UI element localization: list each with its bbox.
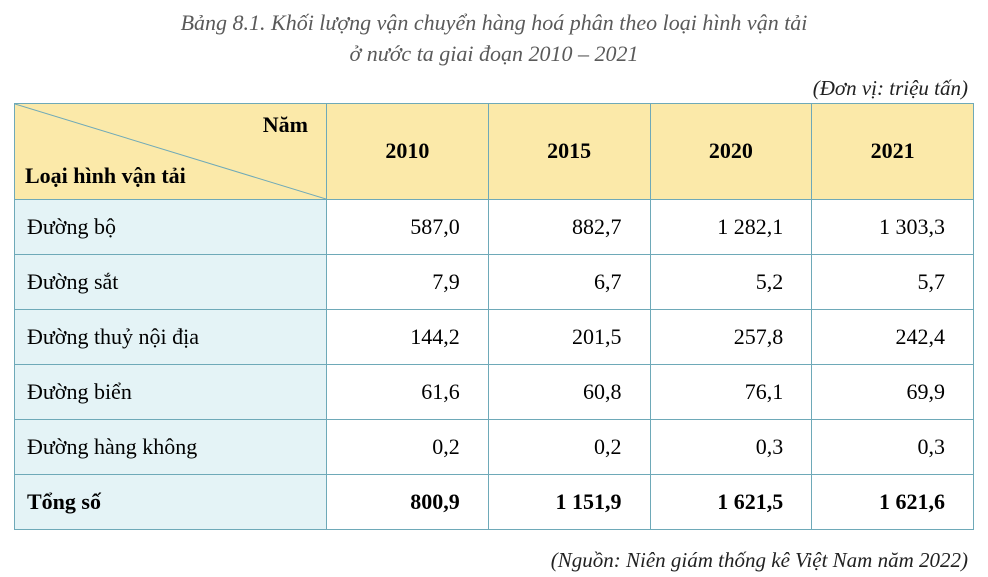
data-cell: 242,4 [812,309,974,364]
data-table: Năm Loại hình vận tải 2010 2015 2020 202… [14,103,974,530]
data-cell: 1 303,3 [812,199,974,254]
data-cell: 6,7 [488,254,650,309]
data-cell: 1 621,6 [812,474,974,529]
data-cell: 587,0 [327,199,489,254]
table-title: Bảng 8.1. Khối lượng vận chuyển hàng hoá… [14,8,974,70]
data-cell: 882,7 [488,199,650,254]
year-header-2010: 2010 [327,103,489,199]
data-cell: 0,2 [327,419,489,474]
data-cell: 0,3 [650,419,812,474]
row-label: Đường hàng không [15,419,327,474]
data-cell: 7,9 [327,254,489,309]
year-header-2020: 2020 [650,103,812,199]
data-cell: 76,1 [650,364,812,419]
row-label: Đường biển [15,364,327,419]
title-line-1: Bảng 8.1. Khối lượng vận chuyển hàng hoá… [181,10,808,35]
header-row: Năm Loại hình vận tải 2010 2015 2020 202… [15,103,974,199]
corner-cell: Năm Loại hình vận tải [15,103,327,199]
data-cell: 201,5 [488,309,650,364]
title-line-2: ở nước ta giai đoạn 2010 – 2021 [349,41,638,66]
data-cell: 800,9 [327,474,489,529]
data-cell: 69,9 [812,364,974,419]
corner-bottom-label: Loại hình vận tải [25,163,186,189]
corner-top-label: Năm [263,112,308,138]
data-cell: 1 282,1 [650,199,812,254]
data-cell: 1 621,5 [650,474,812,529]
data-cell: 144,2 [327,309,489,364]
data-cell: 60,8 [488,364,650,419]
year-header-2015: 2015 [488,103,650,199]
row-label: Tổng số [15,474,327,529]
table-row: Tổng số800,91 151,91 621,51 621,6 [15,474,974,529]
table-row: Đường biển61,660,876,169,9 [15,364,974,419]
data-cell: 5,2 [650,254,812,309]
source-text: (Nguồn: Niên giám thống kê Việt Nam năm … [14,548,974,573]
table-row: Đường thuỷ nội địa144,2201,5257,8242,4 [15,309,974,364]
data-cell: 1 151,9 [488,474,650,529]
data-cell: 5,7 [812,254,974,309]
year-header-2021: 2021 [812,103,974,199]
table-row: Đường bộ587,0882,71 282,11 303,3 [15,199,974,254]
row-label: Đường thuỷ nội địa [15,309,327,364]
unit-text: (Đơn vị: triệu tấn) [14,76,974,101]
data-cell: 0,3 [812,419,974,474]
table-row: Đường hàng không0,20,20,30,3 [15,419,974,474]
table-row: Đường sắt7,96,75,25,7 [15,254,974,309]
data-cell: 61,6 [327,364,489,419]
table-body: Đường bộ587,0882,71 282,11 303,3Đường sắ… [15,199,974,529]
row-label: Đường sắt [15,254,327,309]
data-cell: 0,2 [488,419,650,474]
data-cell: 257,8 [650,309,812,364]
row-label: Đường bộ [15,199,327,254]
